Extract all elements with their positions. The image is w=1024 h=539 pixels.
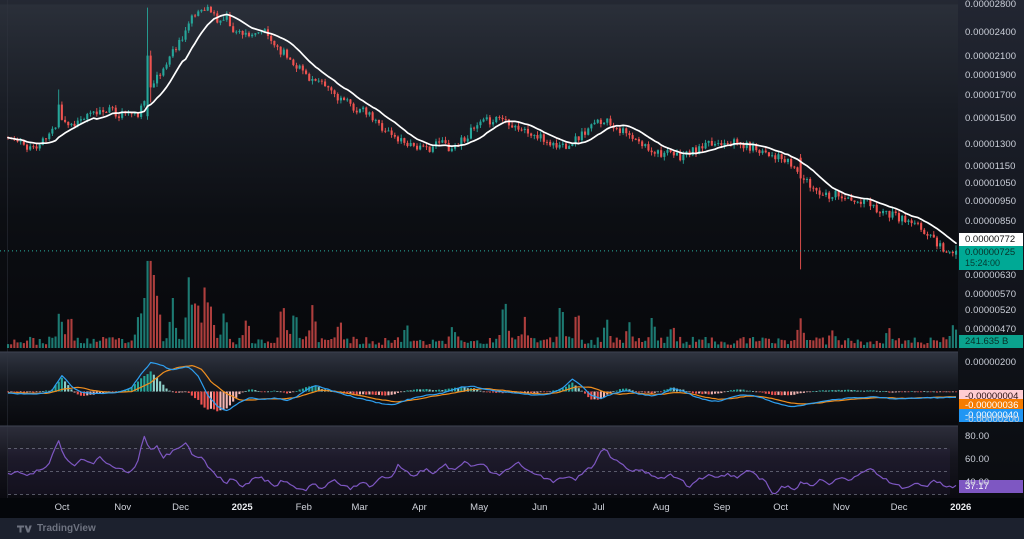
tradingview-wordmark: TradingView [37,523,96,534]
axis-tick-label: -0.00000200 [965,414,1020,425]
axis-tick-label: 60.00 [965,454,990,465]
time-axis-label-nov: Nov [832,502,850,513]
chart-plot-area[interactable] [0,0,958,498]
last-price-badge: 0.00000725 15:24:00 [959,245,1023,270]
axis-tick-label: 0.00002400 [965,27,1017,39]
time-axis-label-apr: Apr [412,502,427,513]
time-axis-label-jun: Jun [532,502,548,513]
axis-tick-label: 0.00000200 [965,357,1017,368]
axis-tick-label: 0.00000950 [965,195,1017,207]
time-axis-label-oct: Oct [773,502,788,513]
axis-tick-label: 0.00001300 [965,138,1017,150]
time-axis-label-nov: Nov [114,502,132,513]
time-axis-label-2026: 2026 [950,502,972,513]
time-axis-label-dec: Dec [172,502,189,513]
time-axis-label-mar: Mar [351,502,368,513]
time-axis-label-may: May [470,502,489,513]
axis-tick-label: 0.00000570 [965,288,1017,300]
bottom-bar: TradingView [0,518,1024,539]
axis-tick-label: 40.00 [965,477,990,488]
time-axis-label-jul: Jul [592,502,605,513]
axis-tick-label: 0.00001500 [965,112,1017,124]
time-axis-label-feb: Feb [295,502,312,513]
axis-tick-label: 0.00002800 [965,0,1017,10]
time-axis[interactable]: Oct Nov Dec 2025 Feb Mar Apr May Jun Jul Aug Sep Oct… [0,498,1024,518]
chart-canvas[interactable] [0,0,958,498]
macd-line-badge: -0.00000040 [959,408,1023,422]
axis-tick-label: 0.00001700 [965,89,1017,101]
tradingview-logo-icon [17,525,32,532]
time-axis-label-2025: 2025 [231,502,253,513]
time-axis-label-dec: Dec [890,502,908,513]
volume-value-badge: 241.635 B [959,334,1023,348]
axis-tick-label: 0.00001150 [965,160,1016,172]
axis-tick-label: 0.00001900 [965,69,1017,81]
rsi-value-badge: 37.17 [959,479,1023,493]
axis-tick-label: 0.00000850 [965,215,1017,227]
bar-countdown: 15:24:00 [965,257,1001,268]
axis-tick-label: 0.00001050 [965,177,1017,189]
time-axis-label-sep: Sep [713,502,731,513]
axis-tick-label: 0.00000470 [965,323,1017,335]
time-axis-label-oct: Oct [54,502,70,513]
time-axis-label-aug: Aug [652,502,670,513]
ma-value-badge: 0.00000772 [959,232,1023,246]
price-axis[interactable]: 0.00000772 0.00000725 15:24:00 241.635 B… [958,0,1024,498]
axis-tick-label: 0.00000630 [965,270,1017,282]
axis-tick-label: 80.00 [965,431,990,442]
tradingview-logo[interactable]: TradingView [17,523,96,534]
axis-tick-label: 0.00002100 [965,51,1017,63]
last-price-value: 0.00000725 [965,246,1016,258]
axis-tick-label: 0.00000520 [965,305,1017,317]
